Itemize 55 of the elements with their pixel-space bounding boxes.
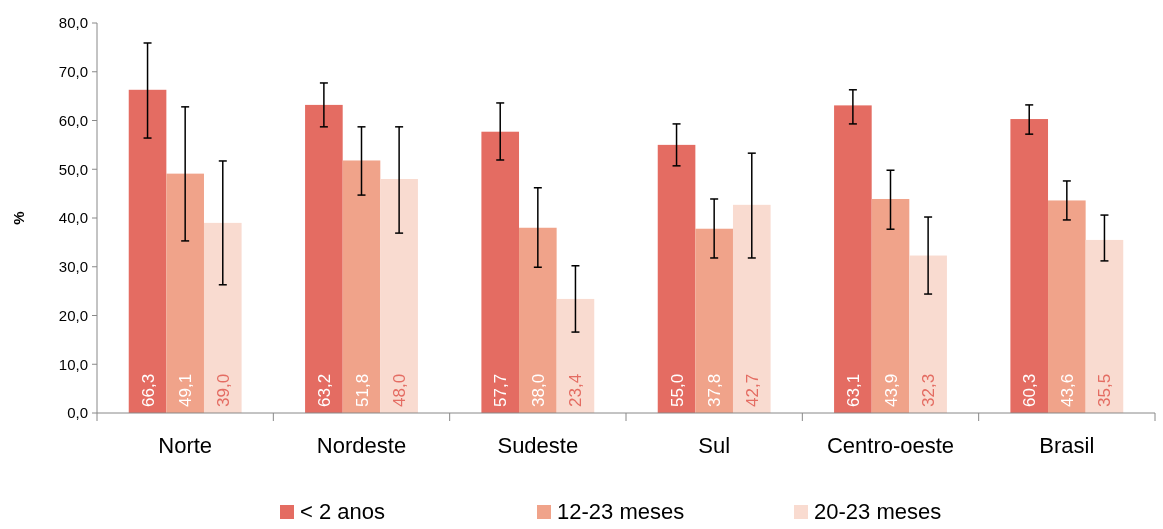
bar [834,105,872,413]
legend-label: 20-23 meses [814,499,942,524]
bar [556,298,595,413]
data-label: 37,8 [705,373,725,407]
data-label: 51,8 [352,373,372,407]
y-tick-label: 0,0 [67,404,88,422]
data-label: 63,2 [314,373,334,407]
bar [695,228,733,413]
data-label: 38,0 [528,373,548,407]
data-label: 23,4 [566,373,586,407]
data-label: 66,3 [138,373,158,407]
bar [203,222,242,413]
y-tick-label: 40,0 [58,209,88,227]
bar [128,89,167,413]
data-label: 32,3 [919,373,939,407]
data-label: 49,1 [176,373,196,407]
bar [166,173,204,413]
y-tick-label: 80,0 [58,14,88,32]
data-label: 63,1 [843,373,863,407]
data-label: 43,9 [881,373,901,407]
bar [342,160,381,413]
legend-label: < 2 anos [300,499,386,524]
bar [519,227,557,413]
data-label: 55,0 [667,373,687,407]
data-label: 35,5 [1095,373,1115,407]
data-label: 43,6 [1057,373,1077,407]
y-tick-label: 20,0 [58,306,88,324]
legend-label: 12-23 meses [557,499,685,524]
bar [380,179,418,413]
bar [871,198,910,413]
y-tick-label: 70,0 [58,63,88,80]
bar [909,255,947,413]
x-tick-label: Centro-oeste [826,433,955,458]
data-label: 48,0 [390,373,410,407]
data-label: 39,0 [213,373,233,407]
x-tick-label: Sul [698,433,731,458]
y-axis-title: % [10,211,27,225]
data-label: 42,7 [742,373,762,407]
x-tick-label: Sudeste [497,433,579,458]
x-tick-label: Norte [158,433,213,458]
bar [1085,239,1124,413]
data-label: 60,3 [1020,373,1040,407]
y-tick-label: 50,0 [58,160,88,178]
bar [305,104,343,413]
bar [1048,200,1086,413]
x-tick-label: Nordeste [316,433,407,458]
bar [481,131,520,413]
y-tick-label: 30,0 [58,258,88,275]
y-tick-label: 60,0 [58,111,88,129]
bar [732,204,771,413]
bar [657,144,696,413]
y-tick-label: 10,0 [58,355,88,373]
data-label: 57,7 [491,373,511,407]
x-tick-label: Brasil [1039,433,1095,458]
bar [1010,119,1049,413]
